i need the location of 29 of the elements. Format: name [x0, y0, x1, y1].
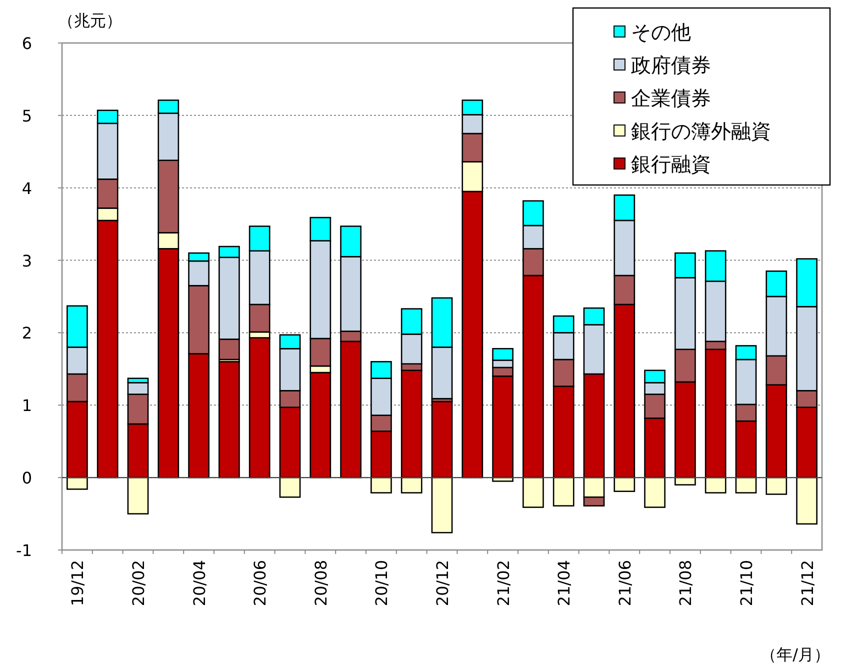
- x-tick-label: 20/06: [250, 560, 270, 606]
- x-tick-label: 20/10: [372, 560, 392, 606]
- y-tick-label: -1: [16, 541, 32, 560]
- legend-label: 銀行の簿外融資: [631, 119, 771, 143]
- x-tick-label: 21/08: [676, 560, 696, 606]
- x-tick-label: 21/06: [615, 560, 634, 606]
- legend-label: 銀行融資: [631, 152, 711, 176]
- legend-label: 政府債券: [631, 53, 711, 77]
- legend-label: 企業債券: [631, 86, 711, 110]
- x-tick-label: 20/02: [129, 560, 148, 606]
- x-tick-label: 21/04: [554, 560, 574, 606]
- y-axis-title: （兆元）: [58, 11, 122, 30]
- y-tick-label: 3: [22, 251, 32, 270]
- x-axis-title: （年/月）: [760, 645, 830, 664]
- x-tick-label: 19/12: [68, 560, 88, 606]
- y-tick-label: 1: [22, 396, 32, 416]
- y-tick-label: 5: [22, 106, 32, 126]
- x-tick-label: 20/08: [311, 560, 330, 606]
- legend-label: その他: [631, 20, 691, 44]
- x-tick-label: 21/02: [494, 560, 513, 606]
- x-tick-label: 21/10: [737, 560, 756, 606]
- x-tick-label: 20/12: [433, 560, 452, 606]
- x-tick-label: 21/12: [798, 560, 817, 606]
- y-tick-label: 0: [22, 468, 32, 488]
- x-tick-label: 20/04: [190, 560, 209, 606]
- bar: [218, 361, 240, 478]
- y-tick-label: 4: [22, 178, 32, 198]
- y-tick-label: 2: [22, 324, 32, 343]
- y-tick-label: 6: [22, 34, 32, 53]
